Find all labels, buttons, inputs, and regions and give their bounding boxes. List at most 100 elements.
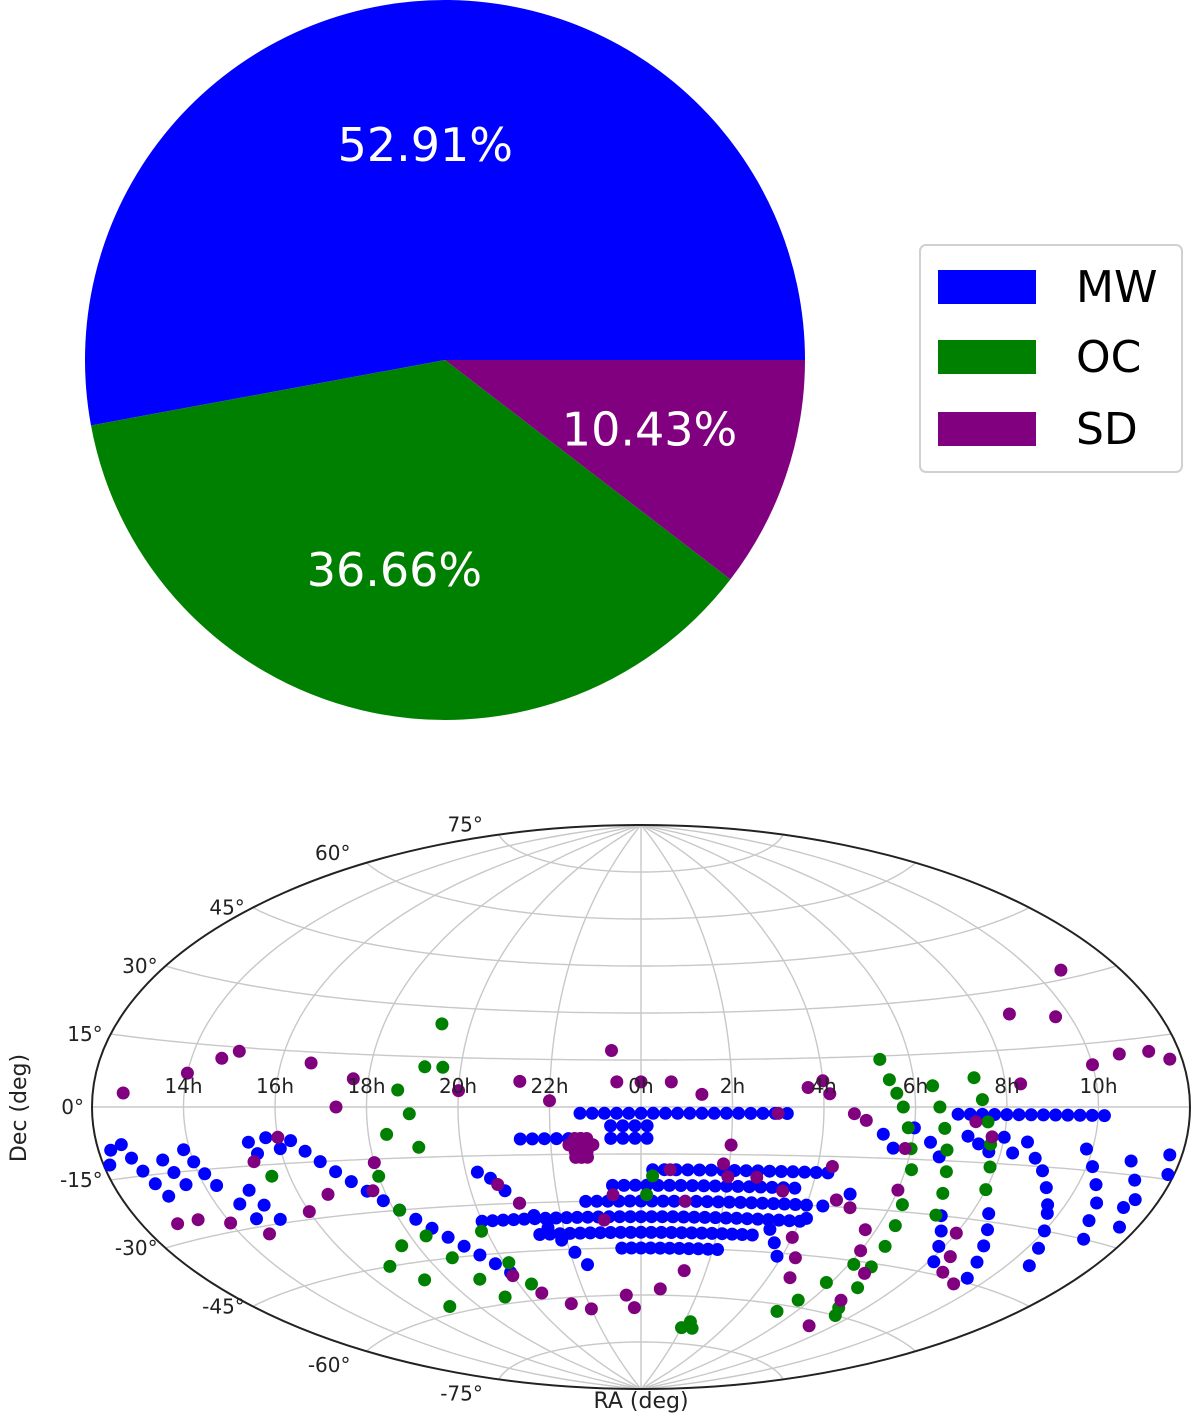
point-mw xyxy=(614,1225,628,1239)
ra-tick-label: 8h xyxy=(994,1074,1019,1098)
point-sd xyxy=(1112,1047,1126,1061)
legend-label-mw: MW xyxy=(1076,262,1157,313)
point-mw xyxy=(537,1132,551,1146)
point-sd xyxy=(610,1075,624,1089)
point-mw xyxy=(924,1135,937,1149)
point-mw xyxy=(457,1239,471,1253)
point-sd xyxy=(584,1302,598,1316)
point-sd xyxy=(823,1087,837,1101)
point-oc xyxy=(933,1100,947,1114)
point-mw xyxy=(590,1194,604,1208)
point-mw xyxy=(624,1225,638,1239)
point-oc xyxy=(851,1281,865,1295)
point-mw xyxy=(674,1179,688,1192)
point-sd xyxy=(116,1086,130,1100)
dec-tick-label: -75° xyxy=(440,1381,483,1405)
point-oc xyxy=(265,1169,279,1183)
point-mw xyxy=(763,1222,777,1236)
point-mw xyxy=(473,1248,487,1262)
ra-tick-label: 6h xyxy=(903,1074,928,1098)
point-mw xyxy=(570,1210,584,1224)
point-mw xyxy=(1000,1108,1014,1122)
point-mw xyxy=(242,1183,256,1197)
point-mw xyxy=(1061,1108,1075,1122)
point-mw xyxy=(799,1198,813,1212)
point-sd xyxy=(513,1196,526,1210)
point-oc xyxy=(938,1121,952,1135)
point-mw xyxy=(655,1210,669,1224)
pie-slice-oc xyxy=(91,360,731,720)
grid-meridian xyxy=(274,824,642,1390)
point-mw xyxy=(156,1153,170,1167)
point-sd xyxy=(180,1066,194,1080)
grid-meridian xyxy=(457,824,642,1390)
point-oc xyxy=(929,1208,943,1222)
point-mw xyxy=(1024,1108,1038,1122)
point-sd xyxy=(569,1150,583,1164)
point-oc xyxy=(412,1140,426,1154)
point-oc xyxy=(393,1203,407,1217)
ra-tick-label: 10h xyxy=(1079,1074,1117,1098)
grid-meridian xyxy=(640,824,734,1390)
legend: MW OC SD xyxy=(919,244,1183,473)
point-sd xyxy=(721,1170,735,1184)
point-mw xyxy=(698,1210,712,1224)
point-oc xyxy=(525,1277,538,1291)
point-oc xyxy=(979,1183,993,1197)
point-oc xyxy=(847,1257,861,1271)
point-mw xyxy=(241,1135,255,1149)
point-mw xyxy=(313,1155,327,1169)
point-mw xyxy=(622,1106,636,1120)
point-sd xyxy=(724,1138,738,1152)
point-sd xyxy=(695,1087,709,1101)
point-mw xyxy=(486,1214,500,1228)
point-mw xyxy=(772,1213,786,1227)
point-sd xyxy=(605,1044,618,1057)
point-sd xyxy=(321,1187,335,1201)
point-mw xyxy=(198,1167,212,1181)
point-mw xyxy=(475,1214,489,1228)
point-mw xyxy=(675,1226,689,1240)
point-sd xyxy=(829,1193,843,1207)
point-mw xyxy=(740,1212,754,1226)
point-mw xyxy=(800,1211,813,1225)
point-sd xyxy=(1002,1007,1016,1021)
point-mw xyxy=(470,1165,484,1179)
point-mw xyxy=(719,1211,733,1225)
point-mw xyxy=(1073,1108,1087,1122)
point-mw xyxy=(745,1228,759,1242)
point-sd xyxy=(224,1216,238,1230)
point-mw xyxy=(549,1211,563,1225)
point-mw xyxy=(344,1175,358,1189)
point-mw xyxy=(782,1214,796,1228)
ra-tick-label: 0h xyxy=(628,1074,653,1098)
point-mw xyxy=(780,1107,794,1120)
dec-tick-label: 0° xyxy=(61,1095,84,1119)
point-sd xyxy=(1086,1058,1099,1072)
point-mw xyxy=(441,1230,455,1244)
point-sd xyxy=(783,1271,797,1285)
point-mw xyxy=(103,1158,117,1172)
point-mw xyxy=(1049,1108,1063,1122)
point-mw xyxy=(585,1106,599,1120)
point-mw xyxy=(628,1131,642,1145)
point-mw xyxy=(663,1178,676,1192)
point-mw xyxy=(593,1226,607,1240)
x-axis-label: RA (deg) xyxy=(593,1389,688,1414)
grid-meridian xyxy=(640,824,1100,1390)
point-mw xyxy=(682,1242,696,1256)
point-mw xyxy=(624,1241,638,1255)
point-oc xyxy=(475,1224,488,1238)
point-mw xyxy=(573,1226,587,1240)
point-sd xyxy=(947,1277,961,1291)
point-mw xyxy=(1082,1214,1096,1228)
point-mw xyxy=(1028,1151,1042,1165)
point-mw xyxy=(683,1106,697,1120)
point-oc xyxy=(770,1304,784,1318)
point-mw xyxy=(708,1179,722,1193)
point-mw xyxy=(488,1257,502,1271)
point-mw xyxy=(634,1241,648,1255)
point-oc xyxy=(895,1198,909,1212)
point-mw xyxy=(538,1211,552,1225)
point-sd xyxy=(801,1081,815,1094)
